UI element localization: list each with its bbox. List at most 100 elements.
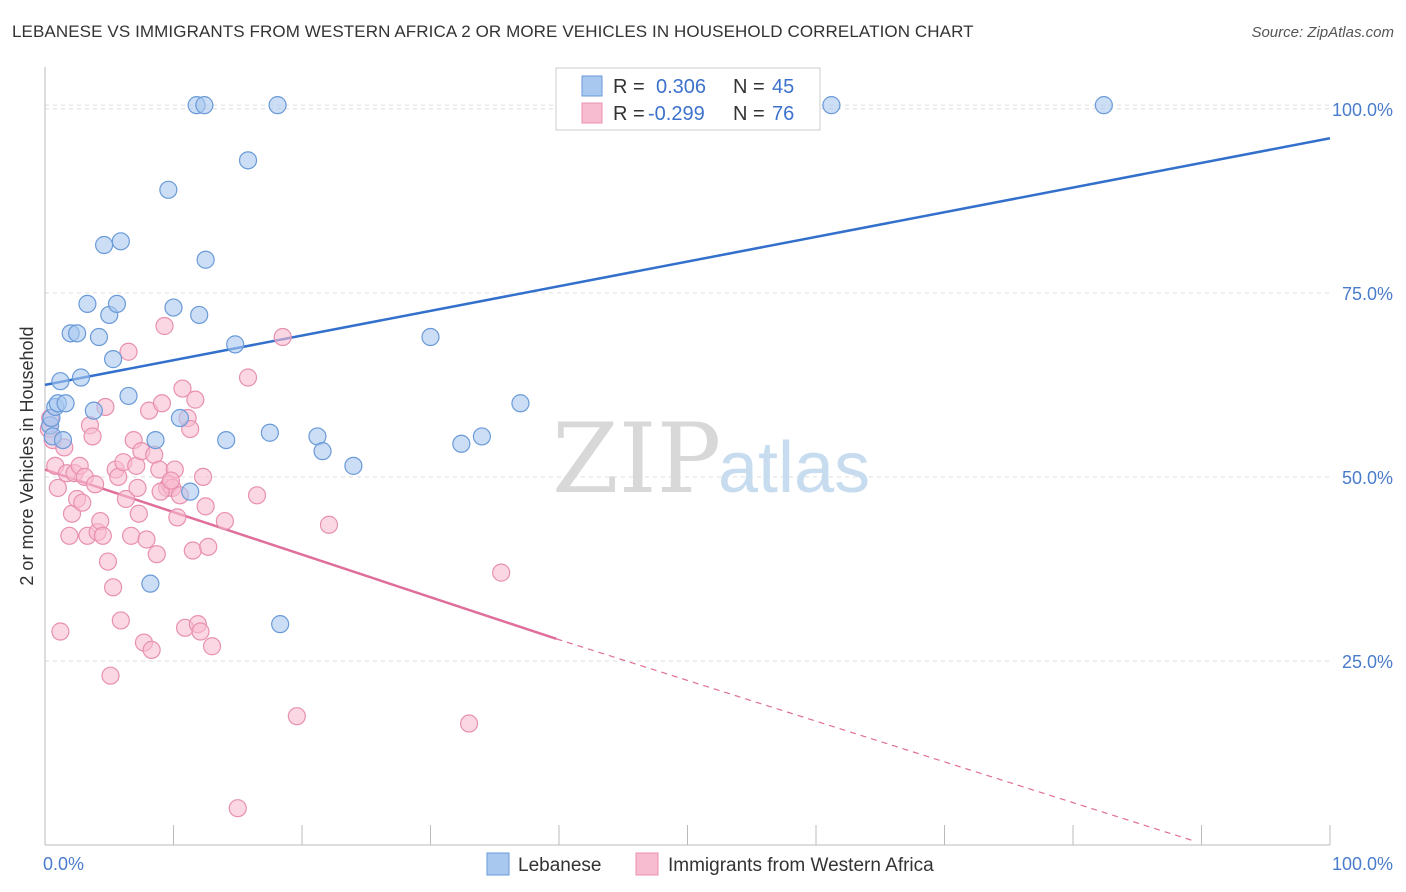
source-credit: Source: ZipAtlas.com [1251, 24, 1394, 41]
y-tick-label: 75.0% [1342, 284, 1393, 304]
western-africa-point [111, 611, 130, 630]
western-africa-point [104, 578, 123, 597]
western-africa-point [93, 526, 112, 545]
legend-n-label-lebanese: N = [733, 76, 765, 98]
western-africa-point [287, 707, 306, 726]
western-africa-point [147, 545, 166, 564]
x-tick-label-min: 0.0% [43, 854, 84, 874]
lebanese-point [56, 394, 75, 413]
axes: 25.0% 50.0% 75.0% 100.0% 0.0% 100.0% [43, 67, 1393, 874]
stats-legend: R = 0.306 N = 45 R = -0.299 N = 76 [555, 67, 821, 131]
western-africa-point [98, 552, 118, 571]
lebanese-point [344, 456, 363, 475]
lebanese-point [226, 335, 245, 354]
western-africa-point [116, 489, 136, 509]
legend-r-label-western-africa: R = [613, 103, 645, 125]
western-africa-point [238, 368, 258, 387]
chart-title: LEBANESE VS IMMIGRANTS FROM WESTERN AFRI… [12, 22, 974, 41]
data-points [39, 96, 1113, 818]
western-africa-point [492, 563, 511, 582]
western-africa-point [191, 622, 210, 641]
lebanese-point [164, 298, 183, 317]
trendline-western-africa-extension [556, 638, 1196, 842]
western-africa-point [83, 427, 102, 446]
lebanese-point [159, 180, 178, 199]
series-legend-swatch-lebanese [486, 852, 510, 876]
western-africa-point [142, 640, 161, 660]
western-africa-point [196, 497, 215, 516]
lebanese-point [313, 442, 332, 461]
watermark-atlas: atlas [718, 428, 870, 508]
lebanese-point [141, 574, 160, 593]
legend-n-label-western-africa: N = [733, 103, 765, 125]
legend-r-label-lebanese: R = [613, 76, 645, 98]
western-africa-point [73, 493, 92, 512]
western-africa-point [86, 475, 105, 494]
lebanese-point [104, 350, 123, 369]
lebanese-point [190, 305, 209, 325]
lebanese-point [84, 401, 103, 420]
watermark-zip: ZIP [552, 403, 721, 515]
lebanese-point [181, 482, 200, 501]
y-axis-label: 2 or more Vehicles in Household [17, 326, 37, 585]
legend-swatch-lebanese [581, 75, 603, 97]
lebanese-point [271, 615, 290, 634]
western-africa-point [319, 515, 339, 534]
western-africa-point [183, 541, 202, 560]
western-africa-point [119, 342, 138, 361]
series-legend-label-lebanese: Lebanese [518, 855, 601, 876]
lebanese-point [452, 434, 471, 453]
lebanese-point [107, 294, 127, 313]
western-africa-point [51, 622, 70, 641]
western-africa-point [273, 327, 292, 347]
lebanese-point [95, 235, 114, 255]
lebanese-point [119, 386, 138, 406]
western-africa-point [48, 478, 67, 498]
lebanese-point [53, 430, 73, 450]
grid-lines [45, 104, 1330, 662]
lebanese-point [196, 250, 215, 269]
western-africa-point [155, 316, 174, 336]
western-africa-point [129, 504, 148, 523]
western-africa-point [101, 666, 120, 685]
western-africa-point [137, 530, 156, 549]
x-tick-label-max: 100.0% [1332, 854, 1393, 874]
legend-n-value-lebanese: 45 [772, 76, 794, 98]
western-africa-point [193, 467, 213, 487]
lebanese-point [421, 327, 440, 347]
legend-n-value-western-africa: 76 [772, 103, 794, 125]
western-africa-point [91, 511, 110, 531]
y-tick-label: 100.0% [1332, 100, 1393, 120]
legend-swatch-western-africa [581, 102, 603, 124]
lebanese-point [170, 408, 190, 428]
lebanese-point [111, 232, 130, 251]
western-africa-point [121, 526, 141, 545]
western-africa-point [228, 799, 247, 818]
western-africa-point [215, 511, 234, 531]
western-africa-point [186, 390, 205, 409]
lebanese-point [195, 96, 214, 115]
lebanese-point [51, 372, 70, 391]
trendline-lebanese [44, 137, 1331, 387]
legend-r-value-western-africa: -0.299 [648, 103, 705, 125]
lebanese-point [89, 327, 109, 347]
lebanese-point [822, 96, 841, 115]
western-africa-point [459, 714, 479, 733]
watermark: ZIP atlas [552, 403, 870, 515]
lebanese-point [217, 430, 236, 450]
series-legend-label-western-africa: Immigrants from Western Africa [668, 855, 934, 876]
western-africa-point [128, 478, 147, 498]
lebanese-point [1094, 96, 1113, 115]
lebanese-point [260, 423, 279, 442]
western-africa-point [152, 394, 172, 413]
legend-r-value-lebanese: 0.306 [656, 76, 706, 98]
lebanese-point [146, 430, 165, 450]
lebanese-point [71, 368, 91, 387]
lebanese-point [68, 324, 87, 343]
western-africa-point [202, 637, 222, 656]
series-legend-swatch-western-africa [635, 852, 659, 876]
western-africa-point [173, 379, 192, 398]
western-africa-point [60, 526, 79, 545]
y-tick-label: 50.0% [1342, 468, 1393, 488]
